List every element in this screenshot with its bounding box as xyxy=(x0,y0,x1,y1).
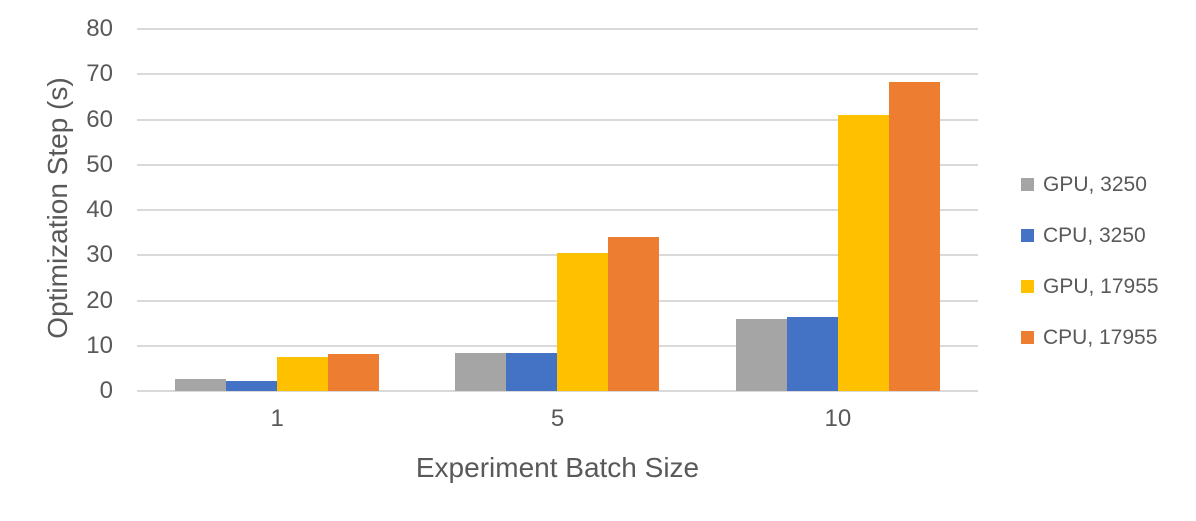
x-axis-title: Experiment Batch Size xyxy=(415,452,700,483)
x-axis-labels: 1 5 10 xyxy=(137,407,978,431)
y-tick-label: 60 xyxy=(86,105,113,133)
legend: GPU, 3250 CPU, 3250 GPU, 17955 CPU, 17955 xyxy=(1021,171,1159,350)
x-tick-label: 5 xyxy=(550,405,565,432)
bar xyxy=(888,81,940,391)
y-tick-label: 0 xyxy=(99,377,113,404)
bar xyxy=(786,316,838,391)
y-tick-label: 10 xyxy=(86,331,113,359)
legend-label: CPU, 3250 xyxy=(1043,223,1146,247)
legend-item: CPU, 17955 xyxy=(1021,324,1159,350)
bar xyxy=(837,114,889,391)
y-tick-label: 40 xyxy=(86,196,113,223)
legend-swatch xyxy=(1021,228,1034,242)
legend-item: CPU, 3250 xyxy=(1021,222,1159,248)
bar xyxy=(328,353,380,391)
gridline xyxy=(137,73,978,76)
plot-area xyxy=(137,28,978,392)
y-tick-label: 80 xyxy=(86,15,113,42)
legend-swatch xyxy=(1021,330,1034,344)
bar xyxy=(226,380,278,391)
gridline xyxy=(137,163,978,166)
legend-item: GPU, 3250 xyxy=(1021,171,1159,197)
x-tick-label: 1 xyxy=(270,405,284,432)
bar-group xyxy=(698,29,978,391)
bar xyxy=(277,357,329,391)
legend-label: GPU, 17955 xyxy=(1043,274,1159,298)
y-axis-labels: 0 10 20 30 40 50 60 70 80 xyxy=(0,17,113,403)
bar xyxy=(557,252,609,391)
y-tick-label: 70 xyxy=(86,60,113,88)
gridline xyxy=(137,118,978,121)
legend-swatch xyxy=(1021,279,1034,293)
y-tick-label: 30 xyxy=(86,241,113,269)
legend-label: GPU, 3250 xyxy=(1043,172,1147,196)
bar xyxy=(608,237,660,391)
gridline xyxy=(137,209,978,211)
legend-item: GPU, 17955 xyxy=(1021,273,1159,299)
bar xyxy=(175,379,227,391)
gridline xyxy=(137,28,978,30)
y-tick-label: 20 xyxy=(86,286,113,314)
y-tick-label: 50 xyxy=(86,150,113,178)
gridline xyxy=(137,390,978,392)
legend-swatch xyxy=(1021,177,1034,191)
bar-group xyxy=(137,29,417,391)
bar-group xyxy=(417,29,697,391)
bar xyxy=(455,352,507,391)
legend-label: CPU, 17955 xyxy=(1043,325,1158,349)
bar xyxy=(506,352,558,391)
x-tick-label: 10 xyxy=(824,405,852,432)
bar xyxy=(735,318,787,391)
